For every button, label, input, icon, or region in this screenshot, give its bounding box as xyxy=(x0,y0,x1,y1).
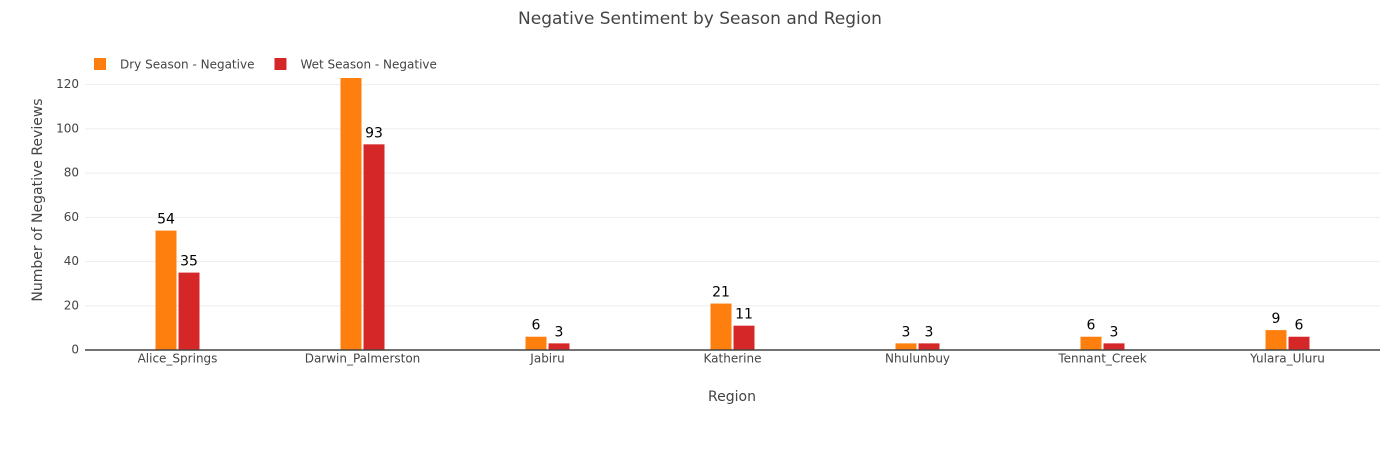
value-label: 6 xyxy=(532,318,541,334)
bar xyxy=(1103,343,1125,350)
y-tick-label: 100 xyxy=(56,121,79,135)
bar xyxy=(525,336,547,350)
bar xyxy=(710,303,732,350)
bar xyxy=(178,272,200,350)
bar xyxy=(733,325,755,350)
value-label: 6 xyxy=(1087,318,1096,334)
x-tick-label: Jabiru xyxy=(529,352,564,366)
x-axis-title: Region xyxy=(708,389,756,405)
value-label: 93 xyxy=(365,125,383,141)
value-label: 9 xyxy=(1272,311,1281,327)
value-label: 6 xyxy=(1295,318,1304,334)
x-tick-label: Alice_Springs xyxy=(138,352,218,366)
x-tick-label: Yulara_Uluru xyxy=(1249,352,1325,366)
y-tick-label: 60 xyxy=(64,210,79,224)
y-tick-label: 0 xyxy=(71,343,79,357)
y-axis-title: Number of Negative Reviews xyxy=(30,98,46,301)
bar xyxy=(895,343,917,350)
bar xyxy=(918,343,940,350)
bar xyxy=(1288,336,1310,350)
bar xyxy=(1265,330,1287,350)
bar xyxy=(155,230,177,350)
legend-swatch xyxy=(274,58,287,70)
value-label: 3 xyxy=(1110,324,1119,340)
bar xyxy=(1080,336,1102,350)
y-tick-label: 80 xyxy=(64,166,79,180)
y-tick-label: 40 xyxy=(64,254,79,268)
value-label: 3 xyxy=(902,324,911,340)
value-label: 35 xyxy=(180,254,198,270)
chart-title: Negative Sentiment by Season and Region xyxy=(518,9,882,29)
value-label: 21 xyxy=(712,285,730,301)
bar xyxy=(340,78,362,350)
bar xyxy=(548,343,570,350)
value-label: 3 xyxy=(925,324,934,340)
x-tick-label: Nhulunbuy xyxy=(885,352,950,366)
x-tick-label: Darwin_Palmerston xyxy=(305,352,421,366)
legend-label: Dry Season - Negative xyxy=(120,58,254,72)
value-label: 54 xyxy=(157,212,175,228)
value-label: 11 xyxy=(735,307,753,323)
x-tick-label: Katherine xyxy=(704,352,762,366)
value-label: 3 xyxy=(555,324,564,340)
bar xyxy=(363,144,385,350)
legend-swatch xyxy=(94,58,106,70)
x-tick-label: Tennant_Creek xyxy=(1057,352,1146,366)
y-tick-label: 120 xyxy=(56,77,79,91)
legend-label: Wet Season - Negative xyxy=(300,58,436,72)
y-tick-label: 20 xyxy=(64,298,79,312)
